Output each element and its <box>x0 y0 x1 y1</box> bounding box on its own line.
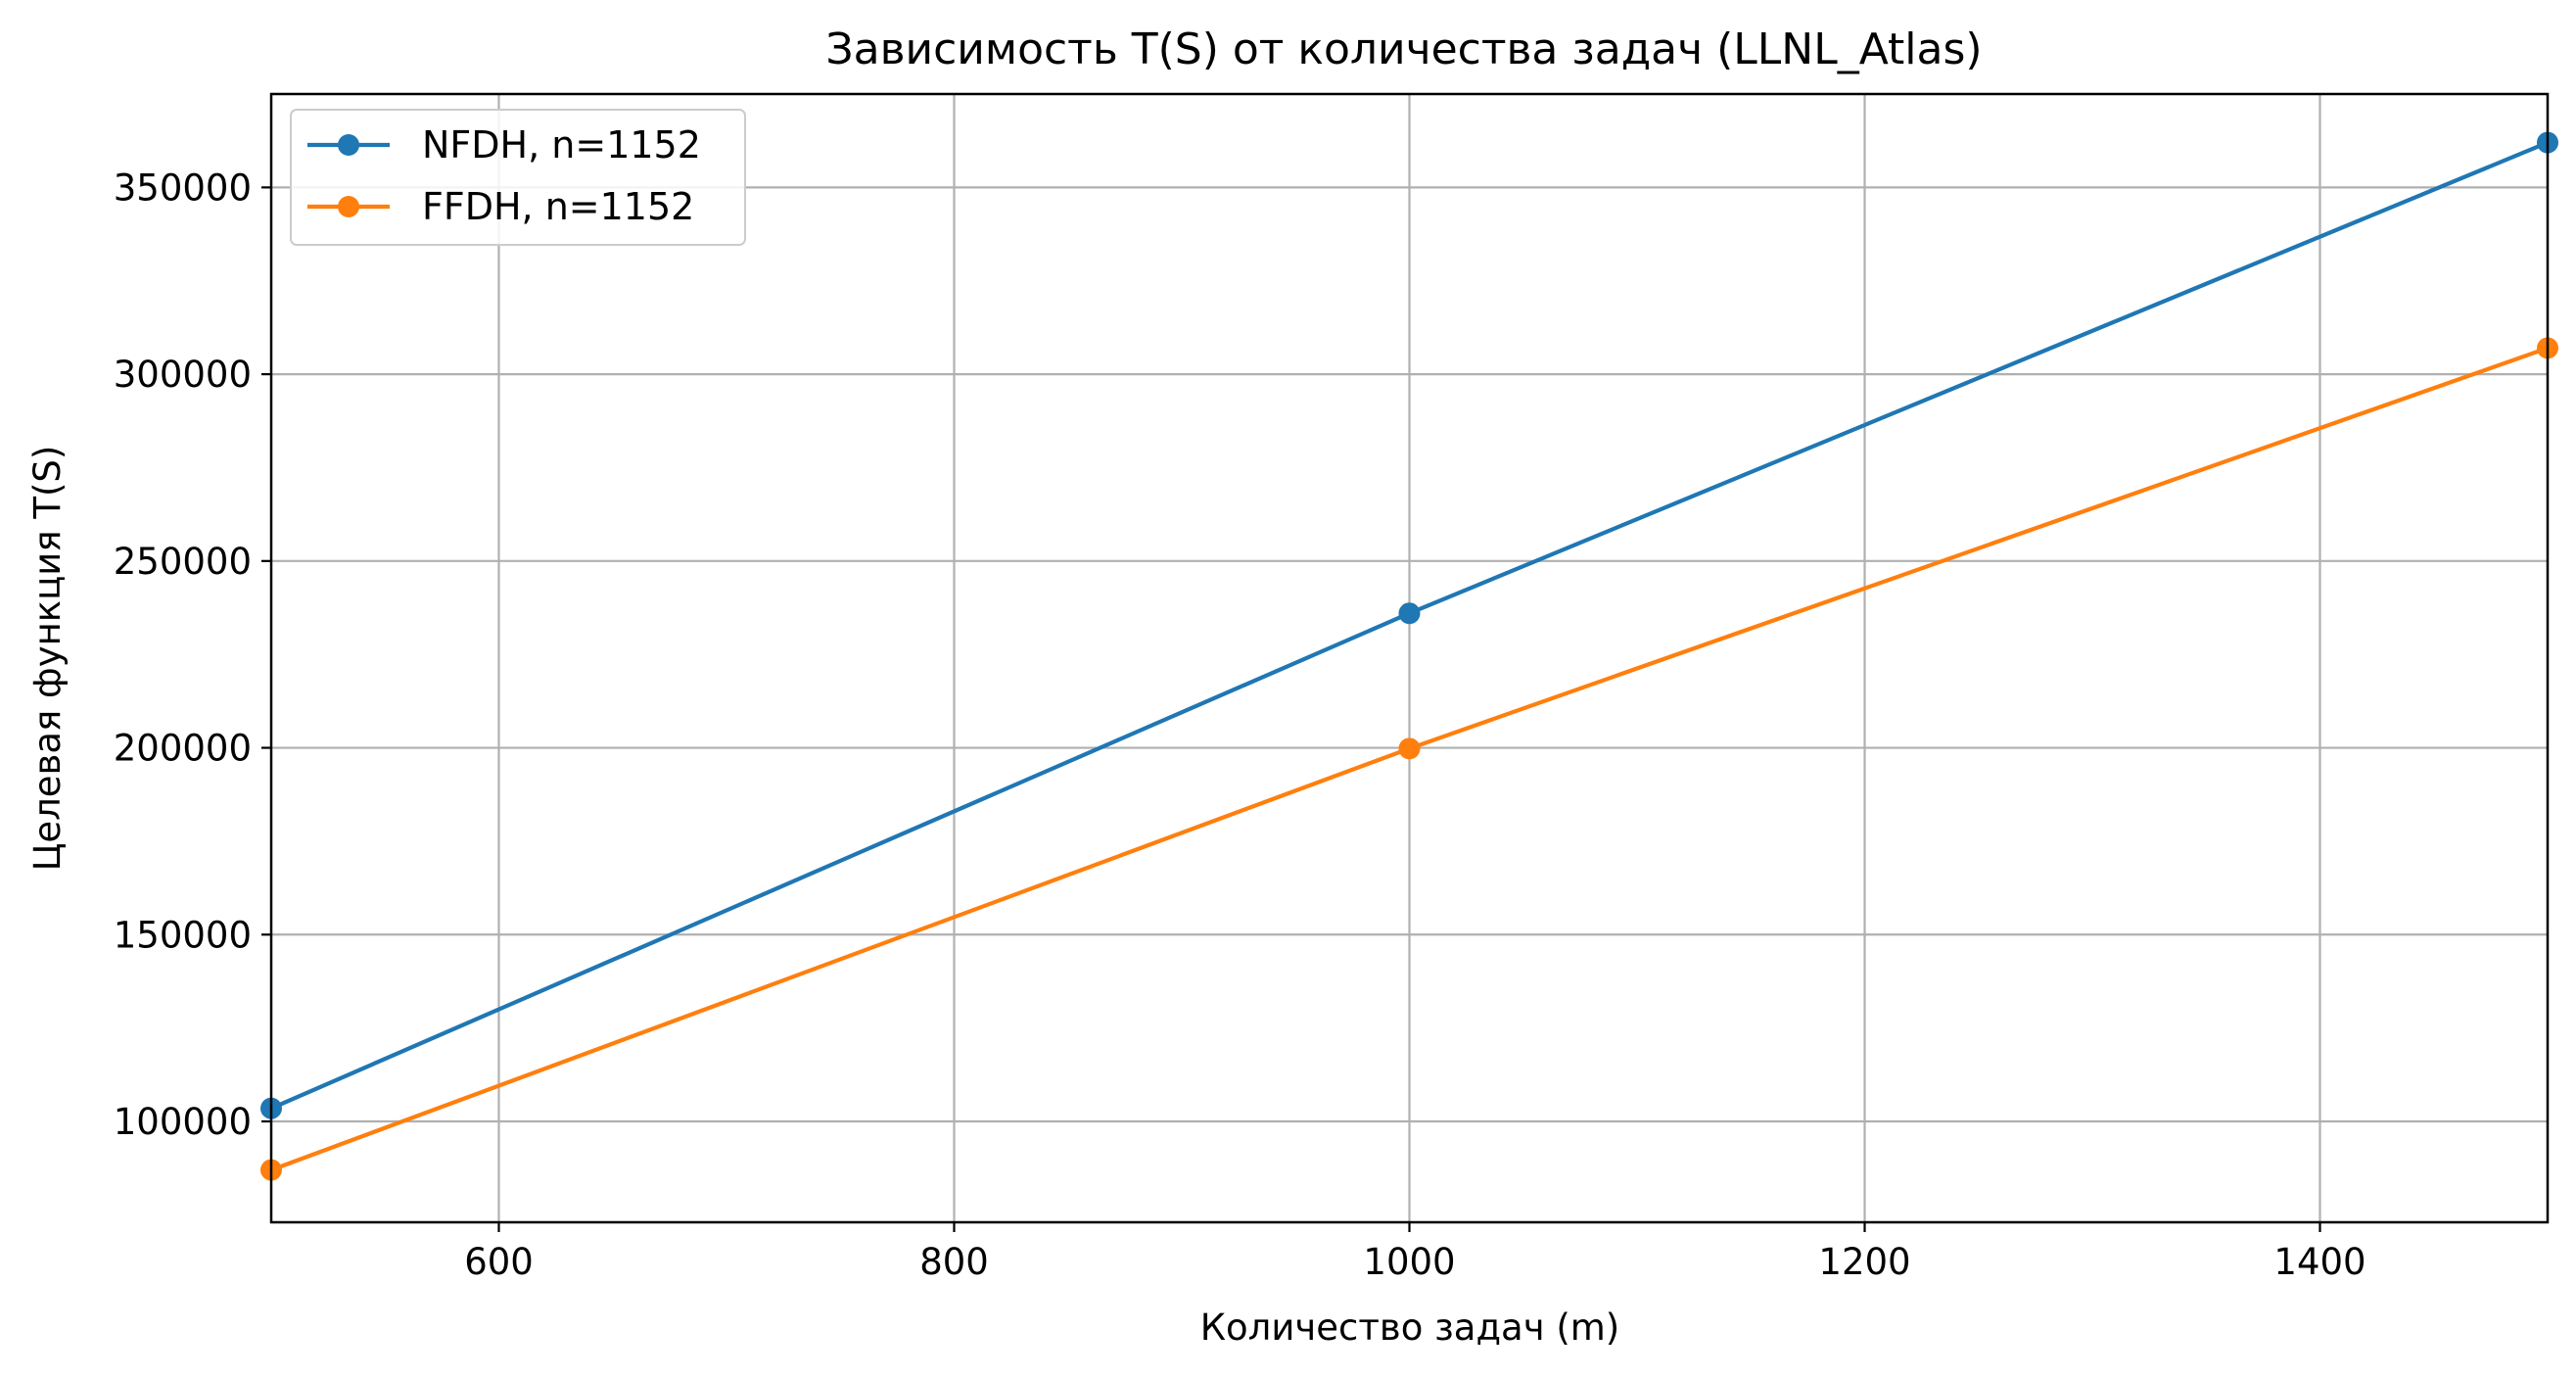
legend-label: NFDH, n=1152 <box>422 123 701 166</box>
chart-title: Зависимость T(S) от количества задач (LL… <box>825 24 1982 74</box>
legend-label: FFDH, n=1152 <box>422 185 694 228</box>
y-tick-label: 250000 <box>114 541 252 583</box>
legend-marker <box>338 196 359 217</box>
data-point <box>1398 602 1421 625</box>
y-tick-label: 300000 <box>114 354 252 396</box>
legend-marker <box>338 134 359 156</box>
y-axis-label: Целевая функция T(S) <box>26 446 69 872</box>
y-tick-label: 200000 <box>114 728 252 770</box>
legend: NFDH, n=1152 FFDH, n=1152 <box>290 109 746 246</box>
x-tick-label: 1400 <box>2273 1241 2365 1283</box>
series-1 <box>260 131 2558 1119</box>
x-axis-label: Количество задач (m) <box>1200 1307 1619 1349</box>
legend-entry: NFDH, n=1152 <box>307 123 701 166</box>
y-tick-label: 100000 <box>114 1101 252 1143</box>
x-axis: 600 800 1000 1200 1400 <box>464 1222 2366 1283</box>
x-tick-label: 1200 <box>1818 1241 1910 1283</box>
x-tick-label: 1000 <box>1363 1241 1455 1283</box>
legend-box <box>290 109 746 246</box>
legend-entry: FFDH, n=1152 <box>307 185 694 228</box>
x-tick-label: 800 <box>919 1241 989 1283</box>
x-tick-label: 600 <box>464 1241 534 1283</box>
grid-lines <box>271 94 2548 1222</box>
y-axis: 100000 150000 200000 250000 300000 350000 <box>114 166 271 1143</box>
y-tick-label: 350000 <box>114 166 252 209</box>
y-tick-label: 150000 <box>114 914 252 956</box>
data-point <box>1398 737 1421 760</box>
